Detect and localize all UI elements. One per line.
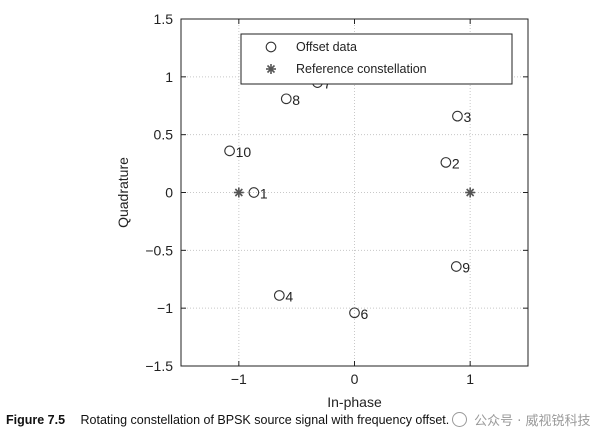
legend-label-reference: Reference constellation bbox=[296, 62, 427, 76]
y-tick-label: 1.5 bbox=[154, 11, 174, 27]
offset-data-point bbox=[440, 157, 452, 168]
y-tick-label: 0.5 bbox=[154, 127, 174, 143]
point-label: 2 bbox=[452, 155, 460, 171]
offset-data-point bbox=[273, 290, 285, 301]
y-tick-label: −0.5 bbox=[145, 242, 173, 258]
x-axis-label: In-phase bbox=[327, 394, 382, 410]
y-tick-label: −1 bbox=[157, 300, 173, 316]
y-tick-label: 1 bbox=[165, 69, 173, 85]
reference-point bbox=[465, 187, 476, 198]
constellation-chart: −1 0 1 −1.5 −1 −0.5 0 0.5 1 1.5 In-phase Quadrature… bbox=[115, 11, 529, 410]
y-tick-label: 0 bbox=[165, 185, 173, 201]
point-label: 8 bbox=[292, 92, 300, 108]
y-axis-label: Quadrature bbox=[115, 157, 131, 228]
x-tick-label: 0 bbox=[351, 371, 359, 387]
point-label: 10 bbox=[236, 144, 252, 160]
point-label: 1 bbox=[260, 186, 268, 202]
offset-data-point bbox=[452, 110, 463, 122]
offset-data-point bbox=[248, 187, 260, 198]
wechat-icon bbox=[452, 412, 467, 427]
watermark-text: 公众号 · 威视锐科技 bbox=[474, 414, 591, 429]
watermark: 公众号 · 威视锐科技 bbox=[452, 410, 591, 429]
legend-asterisk-marker bbox=[266, 64, 276, 74]
reference-point bbox=[233, 187, 244, 198]
point-label: 3 bbox=[463, 109, 471, 125]
offset-data-point bbox=[450, 261, 462, 272]
caption-text: Rotating constellation of BPSK source si… bbox=[80, 413, 450, 427]
figure-label: Figure 7.5 bbox=[6, 413, 66, 427]
y-tick-label: −1.5 bbox=[145, 358, 173, 374]
legend-box bbox=[240, 33, 513, 85]
offset-data-point bbox=[349, 307, 360, 319]
x-tick-label: 1 bbox=[466, 371, 474, 387]
offset-data-point bbox=[280, 93, 292, 105]
figure-caption: Figure 7.5 Rotating constellation of BPS… bbox=[6, 413, 606, 427]
offset-data-point bbox=[224, 145, 235, 157]
point-label: 4 bbox=[285, 288, 293, 304]
legend-label-offset: Offset data bbox=[296, 40, 357, 54]
point-label: 6 bbox=[361, 306, 369, 322]
point-label: 9 bbox=[462, 260, 470, 276]
x-tick-label: −1 bbox=[231, 371, 247, 387]
legend-circle-marker bbox=[265, 41, 277, 53]
